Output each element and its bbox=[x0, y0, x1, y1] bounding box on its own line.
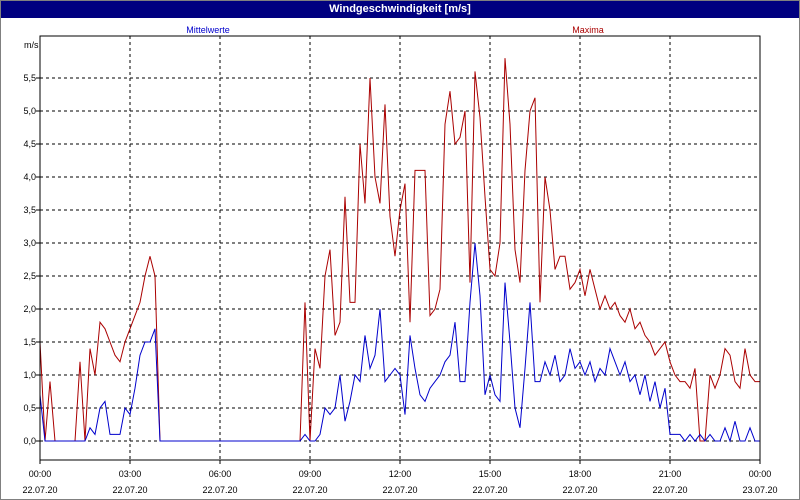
x-tick-date: 23.07.20 bbox=[742, 485, 777, 495]
x-tick-date: 22.07.20 bbox=[382, 485, 417, 495]
series-line-maxima bbox=[39, 58, 760, 442]
y-tick-label: 4,0 bbox=[23, 172, 36, 182]
axis-ticks: 0,0 0,5 1,0 1,5 2,0 2,5 3,0 3,5 4,0 4,5 5,0 5,5 00:0… bbox=[22, 73, 777, 495]
series-layer bbox=[39, 58, 760, 443]
y-tick-label: 0,5 bbox=[23, 403, 36, 413]
y-tick-label: 0,0 bbox=[23, 436, 36, 446]
x-tick-time: 12:00 bbox=[389, 469, 412, 479]
y-tick-label: 4,5 bbox=[23, 139, 36, 149]
x-tick-date: 22.07.20 bbox=[112, 485, 147, 495]
x-tick-time: 00:00 bbox=[749, 469, 772, 479]
y-tick-label: 1,0 bbox=[23, 370, 36, 380]
legend-mittelwerte: Mittelwerte bbox=[186, 25, 230, 35]
y-tick-label: 1,5 bbox=[23, 337, 36, 347]
x-tick-date: 22.07.20 bbox=[472, 485, 507, 495]
y-tick-label: 3,5 bbox=[23, 205, 36, 215]
x-tick-time: 06:00 bbox=[209, 469, 232, 479]
x-tick-date: 22.07.20 bbox=[22, 485, 57, 495]
y-axis-unit: m/s bbox=[24, 40, 39, 50]
y-tick-label: 2,0 bbox=[23, 304, 36, 314]
legend-maxima: Maxima bbox=[572, 25, 604, 35]
y-tick-label: 5,5 bbox=[23, 73, 36, 83]
y-tick-label: 2,5 bbox=[23, 271, 36, 281]
x-tick-time: 18:00 bbox=[569, 469, 592, 479]
x-tick-time: 00:00 bbox=[29, 469, 52, 479]
x-tick-time: 03:00 bbox=[119, 469, 142, 479]
x-tick-date: 22.07.20 bbox=[292, 485, 327, 495]
x-tick-time: 09:00 bbox=[299, 469, 322, 479]
x-tick-time: 21:00 bbox=[659, 469, 682, 479]
y-tick-label: 3,0 bbox=[23, 238, 36, 248]
x-tick-date: 22.07.20 bbox=[202, 485, 237, 495]
x-tick-date: 22.07.20 bbox=[652, 485, 687, 495]
x-tick-time: 15:00 bbox=[479, 469, 502, 479]
x-tick-date: 22.07.20 bbox=[562, 485, 597, 495]
series-line-mittelwerte bbox=[39, 242, 760, 443]
grid bbox=[40, 36, 760, 460]
y-tick-label: 5,0 bbox=[23, 106, 36, 116]
window-title: Windgeschwindigkeit [m/s] bbox=[0, 0, 800, 18]
